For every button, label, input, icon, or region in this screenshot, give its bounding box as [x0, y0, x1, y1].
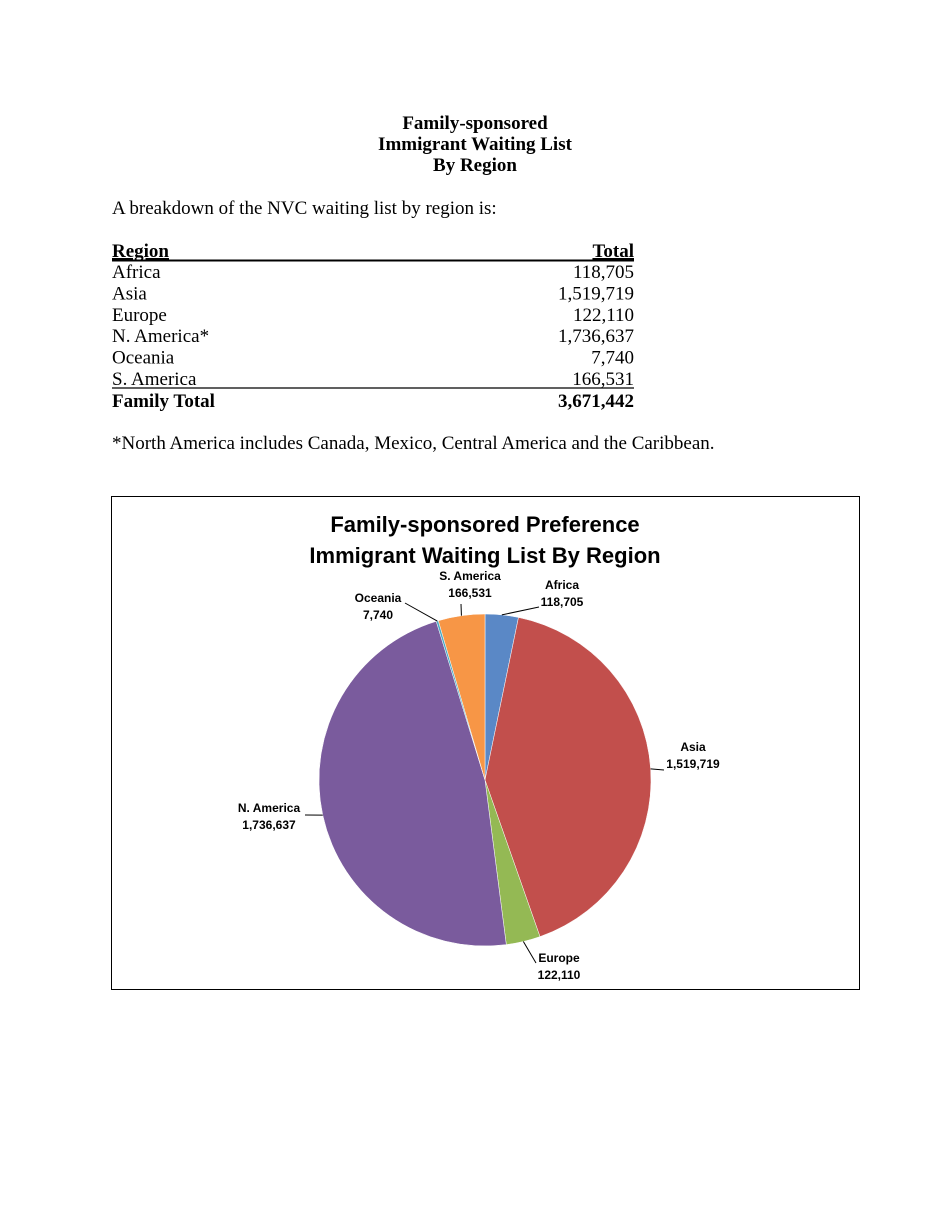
region-cell: Africa	[112, 262, 161, 283]
slice-label: Asia	[680, 740, 706, 754]
pie-slice	[438, 613, 486, 781]
leader-line	[501, 606, 540, 616]
total-cell: 118,705	[573, 262, 634, 283]
slice-value: 166,531	[448, 586, 492, 600]
slice-label: N. America	[238, 801, 301, 815]
doc-title: By Region	[433, 155, 517, 176]
pie-slice	[484, 617, 652, 937]
leader-line	[404, 602, 438, 622]
table-header: Region	[112, 241, 169, 262]
footnote: *North America includes Canada, Mexico, …	[112, 433, 715, 454]
table-header: Total	[592, 241, 634, 262]
region-cell: Oceania	[112, 348, 175, 369]
slice-label: Oceania	[355, 591, 402, 605]
total-cell: 122,110	[573, 305, 634, 326]
total-value: 3,671,442	[558, 391, 634, 412]
doc-title: Immigrant Waiting List	[378, 134, 573, 155]
total-label: Family Total	[112, 391, 215, 412]
slice-label: Africa	[545, 578, 579, 592]
slice-value: 1,519,719	[666, 757, 720, 771]
leader-line	[650, 768, 665, 771]
total-cell: 1,736,637	[558, 326, 634, 347]
total-cell: 166,531	[572, 369, 634, 390]
region-cell: N. America*	[112, 326, 209, 347]
total-cell: 1,519,719	[558, 283, 634, 304]
slice-value: 118,705	[541, 595, 584, 609]
chart-title: Immigrant Waiting List By Region	[309, 543, 660, 568]
chart-frame	[111, 496, 860, 990]
region-cell: Asia	[112, 283, 147, 304]
region-cell: Europe	[112, 305, 167, 326]
slice-value: 122,110	[538, 968, 581, 982]
region-cell: S. America	[112, 369, 197, 390]
total-cell: 7,740	[591, 348, 634, 369]
chart-title: Family-sponsored Preference	[330, 512, 639, 537]
leader-line	[522, 941, 537, 964]
slice-value: 7,740	[363, 608, 393, 622]
intro: A breakdown of the NVC waiting list by r…	[112, 198, 497, 219]
slice-value: 1,736,637	[242, 818, 296, 832]
slice-label: Europe	[538, 951, 580, 965]
slice-label: S. America	[439, 569, 501, 583]
doc-title: Family-sponsored	[402, 113, 548, 134]
